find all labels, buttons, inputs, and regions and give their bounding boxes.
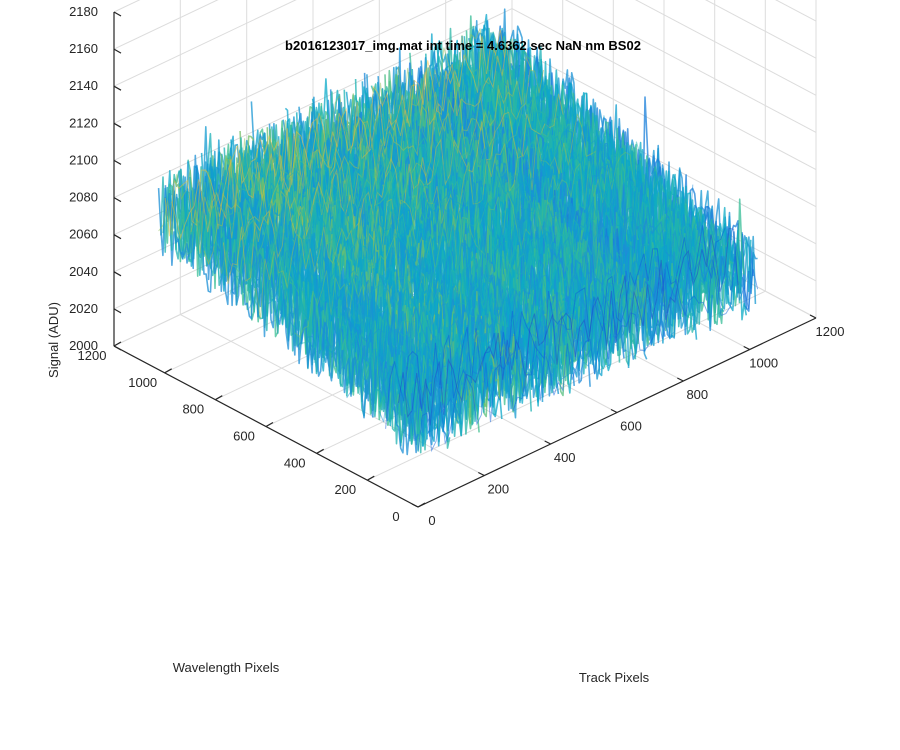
- surface-trace: [385, 225, 726, 429]
- x-tick-label: 200: [487, 482, 509, 497]
- surface-trace: [404, 243, 746, 441]
- z-tick-label: 2060: [69, 227, 98, 242]
- z-tick-label: 2040: [69, 264, 98, 279]
- x-tick-label: 800: [686, 387, 708, 402]
- axes: 0 200 400 600 800 1000 1200 0 200 400 600 800 1000 12…: [69, 4, 844, 528]
- surface-trace: [352, 184, 694, 389]
- x-tick-mark: [478, 471, 485, 477]
- surface-trace: [320, 162, 661, 352]
- surface-trace: [203, 69, 545, 266]
- y-axis-label: Wavelength Pixels: [173, 660, 280, 675]
- grid-line: [113, 0, 219, 50]
- surface-trace: [339, 191, 681, 373]
- y-tick-label: 1000: [128, 375, 157, 390]
- z-tick-label: 2180: [69, 4, 98, 19]
- z-tick-mark: [113, 11, 122, 17]
- x-tick-label: 600: [620, 419, 642, 434]
- surface-plot: [157, 8, 759, 456]
- y-tick-label: 600: [233, 429, 255, 444]
- y-tick-mark: [265, 421, 274, 428]
- x-tick-label: 400: [554, 450, 576, 465]
- grid-line: [634, 0, 817, 96]
- z-tick-mark: [113, 197, 122, 203]
- z-tick-mark: [113, 48, 122, 54]
- x-axis-label: Track Pixels: [579, 670, 650, 685]
- surface-trace: [229, 104, 570, 295]
- z-tick-mark: [113, 85, 122, 91]
- z-tick-mark: [113, 234, 122, 240]
- surface-trace: [242, 94, 583, 305]
- z-tick-mark: [113, 308, 122, 314]
- y-tick-label: 400: [284, 455, 306, 470]
- y-tick-label: 200: [334, 482, 356, 497]
- x-tick-mark: [411, 503, 419, 508]
- grid-line: [511, 45, 817, 208]
- grid-line: [113, 0, 297, 87]
- x-tick-mark: [743, 345, 750, 351]
- y-tick-label: 800: [182, 402, 204, 417]
- z-tick-mark: [113, 271, 122, 277]
- y-tick-mark: [417, 502, 426, 508]
- z-tick-label: 2120: [69, 115, 98, 130]
- y-tick-mark: [113, 341, 122, 347]
- x-tick-mark: [809, 314, 817, 319]
- surface-trace: [171, 42, 512, 240]
- x-tick-label: 1200: [816, 324, 845, 339]
- z-tick-mark: [113, 159, 122, 165]
- surface-trace: [492, 25, 754, 312]
- y-tick-mark: [316, 448, 324, 454]
- y-tick-label: 1200: [78, 348, 107, 363]
- surface-trace: [294, 151, 635, 338]
- z-tick-mark: [113, 122, 122, 128]
- surface-trace: [307, 159, 648, 349]
- z-tick-label: 2140: [69, 78, 98, 93]
- z-tick-mark: [113, 345, 122, 351]
- surface-trace: [255, 113, 596, 319]
- surface-trace: [287, 144, 629, 330]
- surface-trace: [398, 227, 739, 426]
- z-tick-label: 2020: [69, 301, 98, 316]
- y-tick-mark: [367, 475, 375, 481]
- surface-trace: [210, 78, 551, 281]
- y-tick-mark: [164, 368, 172, 374]
- x-tick-mark: [544, 440, 551, 445]
- surface-trace: [274, 127, 616, 320]
- surface-trace: [313, 170, 655, 364]
- surface-trace: [365, 210, 707, 406]
- x-tick-mark: [677, 377, 684, 382]
- y-tick-label: 0: [392, 509, 399, 524]
- grid-line: [705, 0, 817, 59]
- grid-line: [564, 0, 817, 133]
- grid-line: [511, 8, 817, 171]
- z-tick-label: 2080: [69, 190, 98, 205]
- grid-line: [113, 0, 453, 161]
- grid-line: [113, 0, 375, 124]
- z-tick-label: 2160: [69, 41, 98, 56]
- x-tick-label: 1000: [749, 356, 778, 371]
- surface-trace: [190, 55, 532, 254]
- surface-trace: [177, 38, 518, 256]
- z-axis-label: Signal (ADU): [46, 302, 61, 378]
- z-tick-label: 2100: [69, 152, 98, 167]
- surface-trace: [443, 41, 705, 318]
- z-tick-label: 2000: [69, 338, 98, 353]
- surface-trace: [162, 183, 424, 445]
- surface-trace: [391, 226, 733, 424]
- chart-title: b2016123017_img.mat int time = 4.6362 se…: [285, 38, 641, 53]
- x-tick-label: 0: [428, 513, 435, 528]
- y-tick-mark: [215, 395, 223, 401]
- surface-trace: [417, 256, 759, 453]
- surface-trace: [184, 57, 525, 254]
- x-tick-mark: [610, 408, 618, 414]
- surface-trace: [248, 104, 590, 310]
